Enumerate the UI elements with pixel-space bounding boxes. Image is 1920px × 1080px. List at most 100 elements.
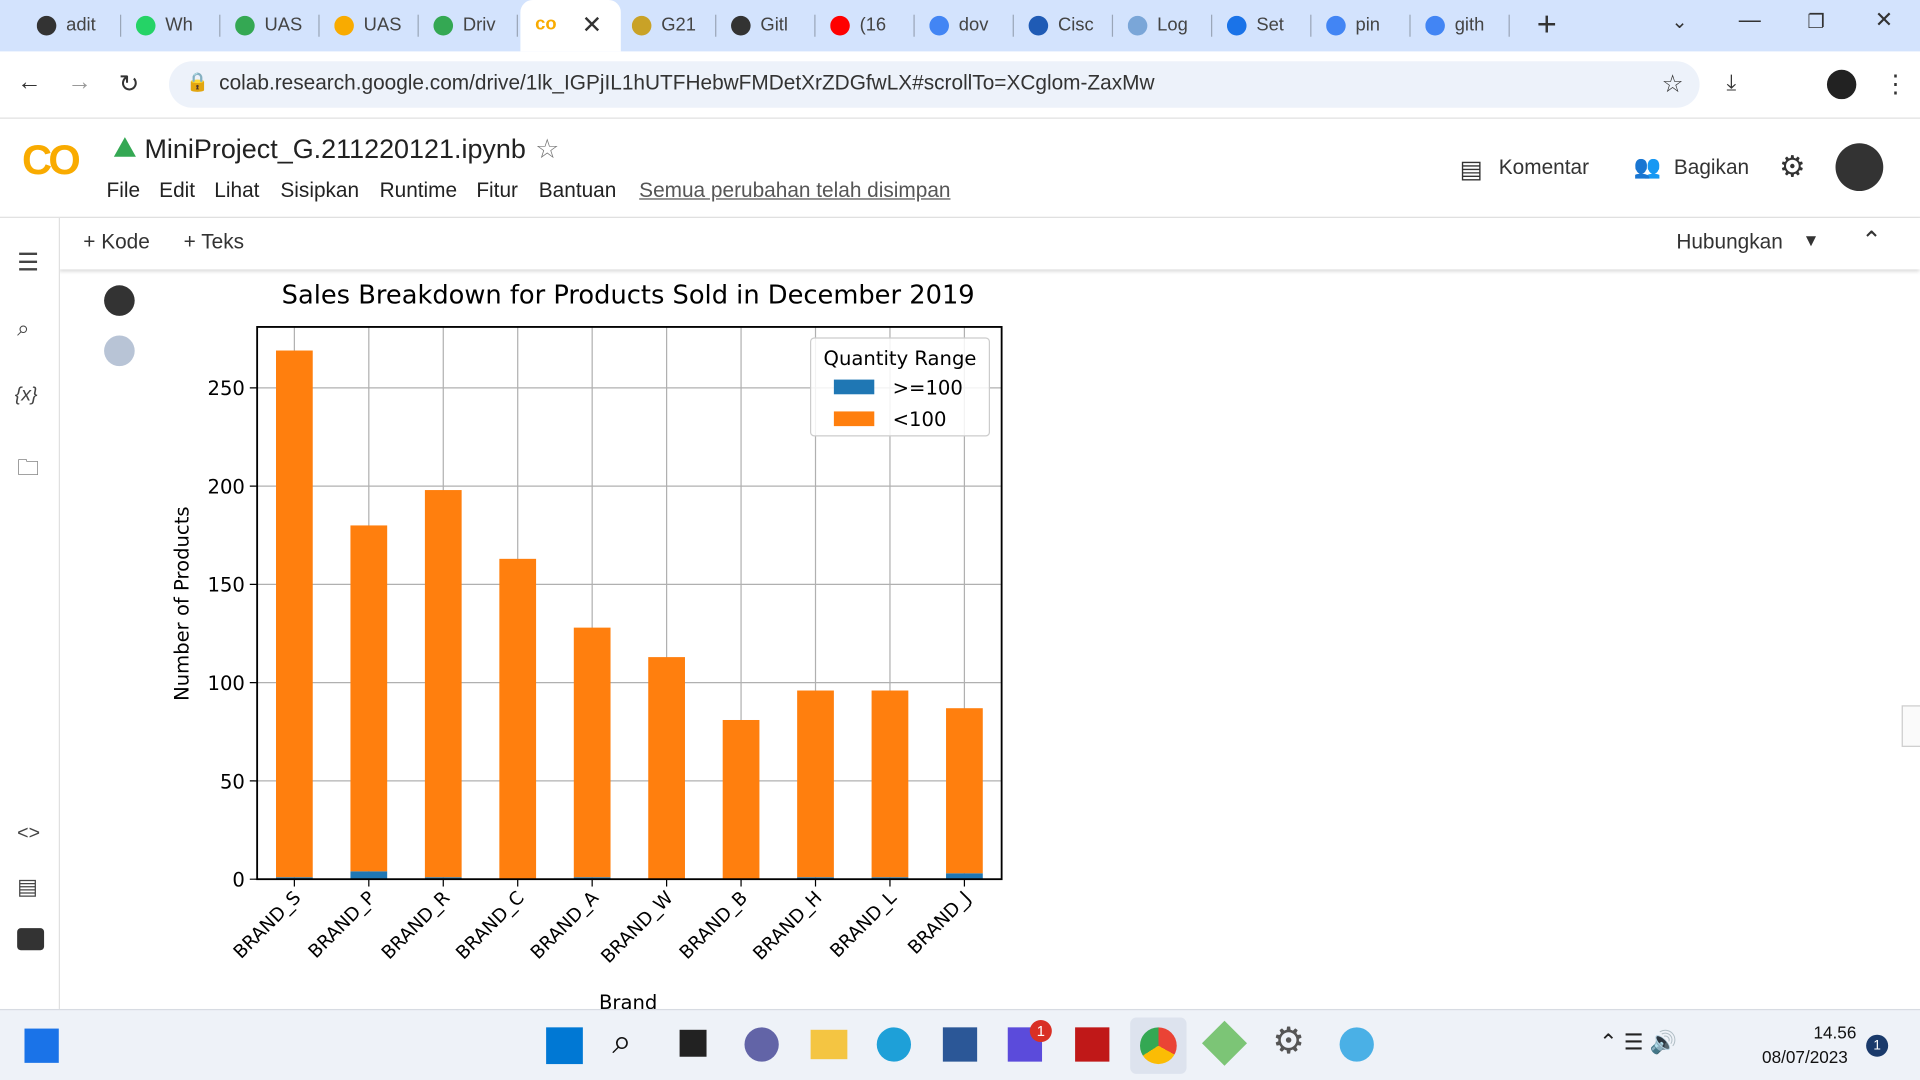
task-view[interactable]	[679, 1029, 707, 1057]
bar-segment	[946, 873, 983, 880]
omnibox[interactable]	[168, 61, 1700, 108]
store[interactable]	[942, 1027, 978, 1062]
widgets[interactable]	[24, 1028, 59, 1063]
app-badge: 1	[1029, 1020, 1052, 1043]
tray-icons[interactable]: ⌃ ☰ 🔊	[1599, 1029, 1678, 1055]
search[interactable]: ⌕	[612, 1022, 632, 1061]
tab[interactable]: Cisc	[1028, 10, 1115, 42]
bookmark-star[interactable]: ☆	[1661, 71, 1684, 98]
tab[interactable]: Wh	[135, 10, 222, 42]
tab[interactable]: gith	[1425, 10, 1511, 42]
profile[interactable]	[1826, 69, 1857, 100]
bar-segment	[946, 708, 983, 874]
edge[interactable]	[876, 1027, 912, 1062]
restore[interactable]: ❐	[1807, 12, 1825, 34]
chat[interactable]	[744, 1027, 779, 1062]
menu-item[interactable]: File	[106, 178, 141, 203]
sidebar: ☰ ⌕ {x} 🗀 <> ▤	[0, 217, 61, 1009]
chrome-menu[interactable]: ⋮	[1883, 71, 1908, 98]
settings-app[interactable]: ⚙	[1272, 1021, 1306, 1062]
git-app[interactable]	[1201, 1020, 1248, 1066]
bar-segment	[424, 490, 462, 878]
forward[interactable]: →	[67, 68, 92, 96]
connect-dropdown[interactable]: ▼	[1802, 230, 1820, 250]
search-icon[interactable]: ⌕	[17, 315, 30, 341]
tab[interactable]: Gitl	[731, 10, 817, 42]
menu-item[interactable]: Bantuan	[538, 178, 617, 203]
x-tick-label: BRAND_S	[230, 887, 306, 963]
menu-item[interactable]: Sisipkan	[280, 178, 360, 203]
download[interactable]: ⤓	[1726, 69, 1737, 95]
star[interactable]: ☆	[535, 133, 560, 165]
close-tab[interactable]: ✕	[581, 12, 603, 40]
settings[interactable]: ⚙	[1779, 150, 1806, 184]
menu-item[interactable]: Runtime	[379, 178, 458, 203]
bar-segment	[871, 690, 909, 878]
add-text[interactable]: + Teks	[183, 230, 245, 254]
scrollbar[interactable]	[1901, 705, 1920, 747]
tab[interactable]: UAS	[235, 10, 321, 42]
start[interactable]	[546, 1027, 583, 1065]
tab-icon	[433, 15, 454, 36]
comment-button[interactable]: Komentar	[1498, 155, 1590, 179]
tab-icon	[135, 15, 156, 36]
menu-item[interactable]: Fitur	[476, 178, 518, 203]
tab[interactable]: UAS	[334, 10, 420, 42]
add-code[interactable]: + Kode	[83, 230, 150, 254]
collapse[interactable]: ⌃	[1861, 227, 1882, 255]
clock-time[interactable]: 14.56	[1813, 1022, 1857, 1043]
x-tick-label: BRAND_L	[826, 887, 901, 962]
terminal-icon[interactable]	[17, 928, 45, 951]
explorer[interactable]	[810, 1029, 848, 1060]
output-avatar	[104, 335, 135, 367]
back[interactable]: ←	[17, 68, 42, 96]
variables-icon[interactable]: {x}	[14, 384, 38, 406]
tab-icon	[1127, 15, 1148, 36]
clock-date[interactable]: 08/07/2023	[1762, 1046, 1848, 1067]
chrome[interactable]	[1140, 1027, 1177, 1065]
x-tick-label: BRAND_R	[378, 887, 455, 964]
save-status[interactable]: Semua perubahan telah disimpan	[639, 178, 951, 203]
new-tab[interactable]: +	[1536, 4, 1557, 43]
menu-item[interactable]: Edit	[159, 178, 196, 203]
tab[interactable]: G21	[631, 10, 718, 42]
tab[interactable]: dov	[929, 10, 1015, 42]
reload[interactable]: ↻	[118, 71, 140, 98]
tab-title: Log	[1157, 14, 1188, 36]
bar-segment	[573, 877, 611, 880]
tab-title: gith	[1454, 14, 1485, 36]
tab[interactable]: pin	[1326, 10, 1412, 42]
menu-item[interactable]: Lihat	[214, 178, 260, 203]
colab-logo[interactable]: CO	[22, 137, 81, 184]
snippets-icon[interactable]: <>	[17, 822, 41, 844]
connect[interactable]: Hubungkan	[1676, 230, 1783, 254]
mcafee[interactable]	[1075, 1027, 1110, 1062]
notebook-title[interactable]: MiniProject_G.211220121.ipynb	[144, 133, 526, 165]
url: colab.research.google.com/drive/1lk_IGPj…	[219, 71, 1155, 95]
tab[interactable]: Set	[1226, 10, 1313, 42]
tab-icon	[1226, 15, 1247, 36]
run-button[interactable]	[104, 285, 135, 316]
y-tick-label: 150	[208, 574, 245, 597]
tab[interactable]: Log	[1127, 10, 1214, 42]
tab-search[interactable]: ⌄	[1671, 12, 1688, 34]
account[interactable]	[1835, 143, 1884, 192]
share-button[interactable]: Bagikan	[1673, 155, 1750, 179]
tab[interactable]: adit	[36, 10, 123, 42]
paint[interactable]	[1339, 1027, 1374, 1062]
legend-title: Quantity Range	[824, 347, 977, 370]
tab-separator	[1211, 14, 1213, 37]
files-icon[interactable]: 🗀	[17, 455, 40, 481]
tab[interactable]: Driv	[433, 10, 519, 42]
close-window[interactable]: ✕	[1874, 7, 1894, 32]
tab-icon	[1425, 15, 1445, 36]
tab-separator	[1508, 14, 1510, 37]
active-tab[interactable]: co ✕	[520, 0, 621, 52]
toc-icon[interactable]: ☰	[17, 249, 40, 277]
comment-icon: ▤	[1459, 156, 1483, 184]
command-icon[interactable]: ▤	[17, 874, 38, 899]
y-tick-label: 50	[220, 770, 245, 793]
tab[interactable]: (16	[830, 10, 916, 42]
minimize[interactable]: —	[1738, 7, 1761, 32]
notification-count[interactable]: 1	[1866, 1034, 1889, 1057]
